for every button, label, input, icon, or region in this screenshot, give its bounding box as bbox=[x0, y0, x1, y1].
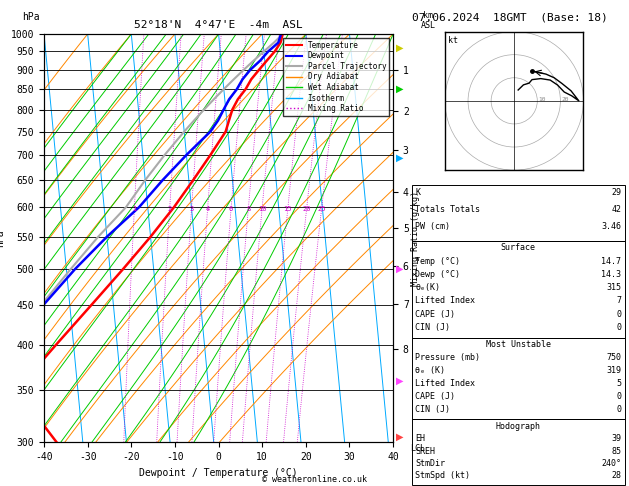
Text: © weatheronline.co.uk: © weatheronline.co.uk bbox=[262, 474, 367, 484]
Text: 3: 3 bbox=[189, 206, 194, 212]
Text: 20: 20 bbox=[303, 206, 311, 212]
Text: 1: 1 bbox=[132, 206, 136, 212]
Text: Lifted Index: Lifted Index bbox=[415, 379, 475, 388]
Text: ▶: ▶ bbox=[396, 153, 403, 162]
Text: 20: 20 bbox=[562, 97, 569, 102]
Text: 2: 2 bbox=[167, 206, 172, 212]
Text: CAPE (J): CAPE (J) bbox=[415, 310, 455, 319]
Text: 6: 6 bbox=[229, 206, 233, 212]
Text: 7: 7 bbox=[616, 296, 621, 306]
Text: Surface: Surface bbox=[501, 243, 536, 252]
Text: CIN (J): CIN (J) bbox=[415, 405, 450, 414]
Text: ▶: ▶ bbox=[396, 376, 403, 385]
Text: 0: 0 bbox=[616, 323, 621, 332]
Text: θₑ(K): θₑ(K) bbox=[415, 283, 440, 292]
Text: 0: 0 bbox=[616, 310, 621, 319]
Text: EH: EH bbox=[415, 434, 425, 443]
Text: Temp (°C): Temp (°C) bbox=[415, 257, 460, 265]
Text: 14.7: 14.7 bbox=[601, 257, 621, 265]
Text: 85: 85 bbox=[611, 447, 621, 456]
Text: ▶: ▶ bbox=[396, 84, 403, 94]
Text: 29: 29 bbox=[611, 188, 621, 197]
Text: 0: 0 bbox=[616, 405, 621, 414]
Text: Lifted Index: Lifted Index bbox=[415, 296, 475, 306]
Text: 319: 319 bbox=[606, 366, 621, 375]
Text: StmSpd (kt): StmSpd (kt) bbox=[415, 471, 470, 480]
Text: 15: 15 bbox=[284, 206, 292, 212]
Text: 10: 10 bbox=[538, 97, 546, 102]
Text: ▶: ▶ bbox=[396, 43, 403, 53]
Text: 750: 750 bbox=[606, 353, 621, 363]
Text: 8: 8 bbox=[246, 206, 250, 212]
Text: kt: kt bbox=[448, 36, 458, 45]
X-axis label: Dewpoint / Temperature (°C): Dewpoint / Temperature (°C) bbox=[139, 468, 298, 478]
Text: Hodograph: Hodograph bbox=[496, 422, 541, 431]
Y-axis label: hPa: hPa bbox=[0, 229, 5, 247]
Text: 315: 315 bbox=[606, 283, 621, 292]
Text: 28: 28 bbox=[611, 471, 621, 480]
Text: 25: 25 bbox=[317, 206, 326, 212]
Text: Pressure (mb): Pressure (mb) bbox=[415, 353, 480, 363]
Text: SREH: SREH bbox=[415, 447, 435, 456]
Text: 07.06.2024  18GMT  (Base: 18): 07.06.2024 18GMT (Base: 18) bbox=[412, 12, 608, 22]
Text: 4: 4 bbox=[206, 206, 209, 212]
Text: CAPE (J): CAPE (J) bbox=[415, 392, 455, 401]
Text: 39: 39 bbox=[611, 434, 621, 443]
Text: hPa: hPa bbox=[22, 12, 40, 22]
Text: 14.3: 14.3 bbox=[601, 270, 621, 279]
Text: ▶: ▶ bbox=[396, 432, 403, 442]
Text: ▶: ▶ bbox=[396, 264, 403, 274]
Text: Totals Totals: Totals Totals bbox=[415, 205, 480, 214]
Text: LCL: LCL bbox=[410, 444, 425, 453]
Y-axis label: Mixing Ratio (g/kg): Mixing Ratio (g/kg) bbox=[411, 191, 421, 286]
Text: PW (cm): PW (cm) bbox=[415, 222, 450, 231]
Text: Dewp (°C): Dewp (°C) bbox=[415, 270, 460, 279]
Text: StmDir: StmDir bbox=[415, 459, 445, 468]
Text: K: K bbox=[415, 188, 420, 197]
Text: 5: 5 bbox=[616, 379, 621, 388]
Text: θₑ (K): θₑ (K) bbox=[415, 366, 445, 375]
Text: CIN (J): CIN (J) bbox=[415, 323, 450, 332]
Text: 240°: 240° bbox=[601, 459, 621, 468]
Text: 42: 42 bbox=[611, 205, 621, 214]
Text: Most Unstable: Most Unstable bbox=[486, 340, 551, 349]
Text: 10: 10 bbox=[258, 206, 266, 212]
Title: 52°18'N  4°47'E  -4m  ASL: 52°18'N 4°47'E -4m ASL bbox=[134, 20, 303, 31]
Text: 0: 0 bbox=[616, 392, 621, 401]
Text: 3.46: 3.46 bbox=[601, 222, 621, 231]
Text: km
ASL: km ASL bbox=[421, 11, 435, 30]
Legend: Temperature, Dewpoint, Parcel Trajectory, Dry Adiabat, Wet Adiabat, Isotherm, Mi: Temperature, Dewpoint, Parcel Trajectory… bbox=[283, 38, 389, 116]
